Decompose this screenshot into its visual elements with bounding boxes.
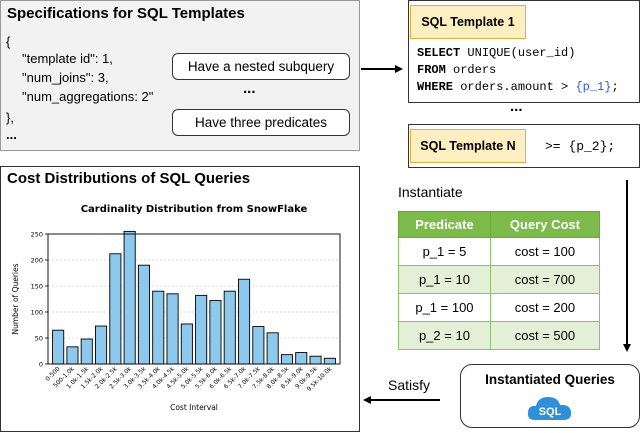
predicate-cell: p_1 = 5	[398, 237, 491, 266]
where-rest: orders.amount >	[453, 80, 576, 94]
bar	[180, 323, 193, 365]
cost-cell: cost = 500	[489, 321, 601, 350]
bar	[137, 264, 150, 365]
y-tick-label: 100	[31, 309, 43, 317]
template-1-line-1: SELECT UNIQUE(user_id)	[417, 46, 575, 60]
spec-line: "template id": 1,	[22, 51, 113, 66]
spec-line: },	[6, 110, 14, 125]
bar	[266, 332, 279, 365]
y-axis-label: Number of Queries	[11, 263, 20, 334]
sql-badge-text: SQL	[539, 406, 562, 418]
satisfy-label: Satisfy	[388, 377, 431, 393]
template-1-line-3: WHERE orders.amount > {p_1};	[417, 80, 619, 94]
bar	[209, 300, 222, 365]
bar	[323, 357, 336, 365]
cost-distribution-panel	[0, 166, 360, 432]
bar	[80, 338, 93, 365]
predicate-cell: p_1 = 10	[398, 265, 491, 294]
sql-template-n-title: SQL Template N	[410, 129, 526, 163]
spec-line: "num_joins": 3,	[22, 70, 109, 85]
spec-ellipsis: ...	[243, 80, 256, 97]
select-rest: UNIQUE(user_id)	[460, 46, 576, 60]
param-p1: {p_1}	[575, 80, 612, 94]
spec-line: {	[6, 34, 11, 49]
bar	[195, 294, 208, 365]
nested-subquery-pill: Have a nested subquery	[172, 53, 350, 80]
bar	[252, 326, 265, 365]
spec-line: "num_aggregations: 2"	[22, 89, 154, 104]
three-predicates-pill: Have three predicates	[172, 109, 350, 136]
bar	[152, 290, 165, 365]
y-tick-label: 0	[39, 361, 43, 369]
specifications-title: Specifications for SQL Templates	[7, 5, 245, 22]
bar	[66, 346, 79, 365]
bar	[52, 329, 65, 365]
plot-frame	[47, 233, 341, 365]
where-end: ;	[611, 80, 619, 94]
predicate-cell: p_2 = 10	[398, 321, 491, 350]
predicate-header: Predicate	[398, 211, 491, 238]
sql-cloud-icon: SQL	[527, 397, 572, 420]
bar	[238, 278, 251, 365]
bar	[166, 293, 179, 365]
instantiated-queries-title: Instantiated Queries	[485, 372, 615, 387]
query-cost-header: Query Cost	[489, 211, 601, 238]
cost-cell: cost = 100	[489, 237, 601, 266]
bar	[223, 290, 236, 365]
bar	[109, 253, 122, 365]
cost-distribution-title: Cost Distributions of SQL Queries	[7, 170, 251, 187]
bar	[280, 354, 293, 365]
predicate-cell: p_1 = 100	[398, 293, 491, 322]
bar	[295, 352, 308, 365]
table-row: p_2 = 10 cost = 500	[398, 321, 601, 350]
templates-ellipsis: ...	[510, 98, 523, 115]
template-n-code: >= {p_2};	[545, 139, 616, 154]
y-tick-label: 200	[31, 257, 43, 265]
cost-cell: cost = 200	[489, 293, 601, 322]
cardinality-bar-chart: Cardinality Distribution from SnowFlake 0…	[11, 204, 341, 412]
bar	[95, 325, 108, 365]
bar	[309, 355, 322, 365]
predicate-cost-table: Predicate Query Cost p_1 = 5 cost = 100 …	[398, 211, 601, 350]
from-keyword: FROM	[417, 63, 446, 77]
y-tick-label: 50	[35, 335, 43, 343]
instantiate-label: Instantiate	[398, 184, 463, 200]
chart-title: Cardinality Distribution from SnowFlake	[81, 204, 308, 215]
template-1-line-2: FROM orders	[417, 63, 496, 77]
where-keyword: WHERE	[417, 80, 454, 94]
y-tick-label: 250	[31, 231, 43, 239]
x-axis-label: Cost Interval	[170, 403, 218, 412]
bar	[123, 230, 136, 365]
cost-cell: cost = 700	[489, 265, 601, 294]
table-row: p_1 = 10 cost = 700	[398, 265, 601, 294]
from-rest: orders	[445, 63, 497, 77]
table-row: p_1 = 5 cost = 100	[398, 237, 601, 266]
y-tick-label: 150	[31, 283, 43, 291]
select-keyword: SELECT	[417, 46, 461, 60]
table-row: p_1 = 100 cost = 200	[398, 293, 601, 322]
sql-template-1-title: SQL Template 1	[410, 5, 526, 39]
spec-line: ...	[6, 127, 17, 142]
